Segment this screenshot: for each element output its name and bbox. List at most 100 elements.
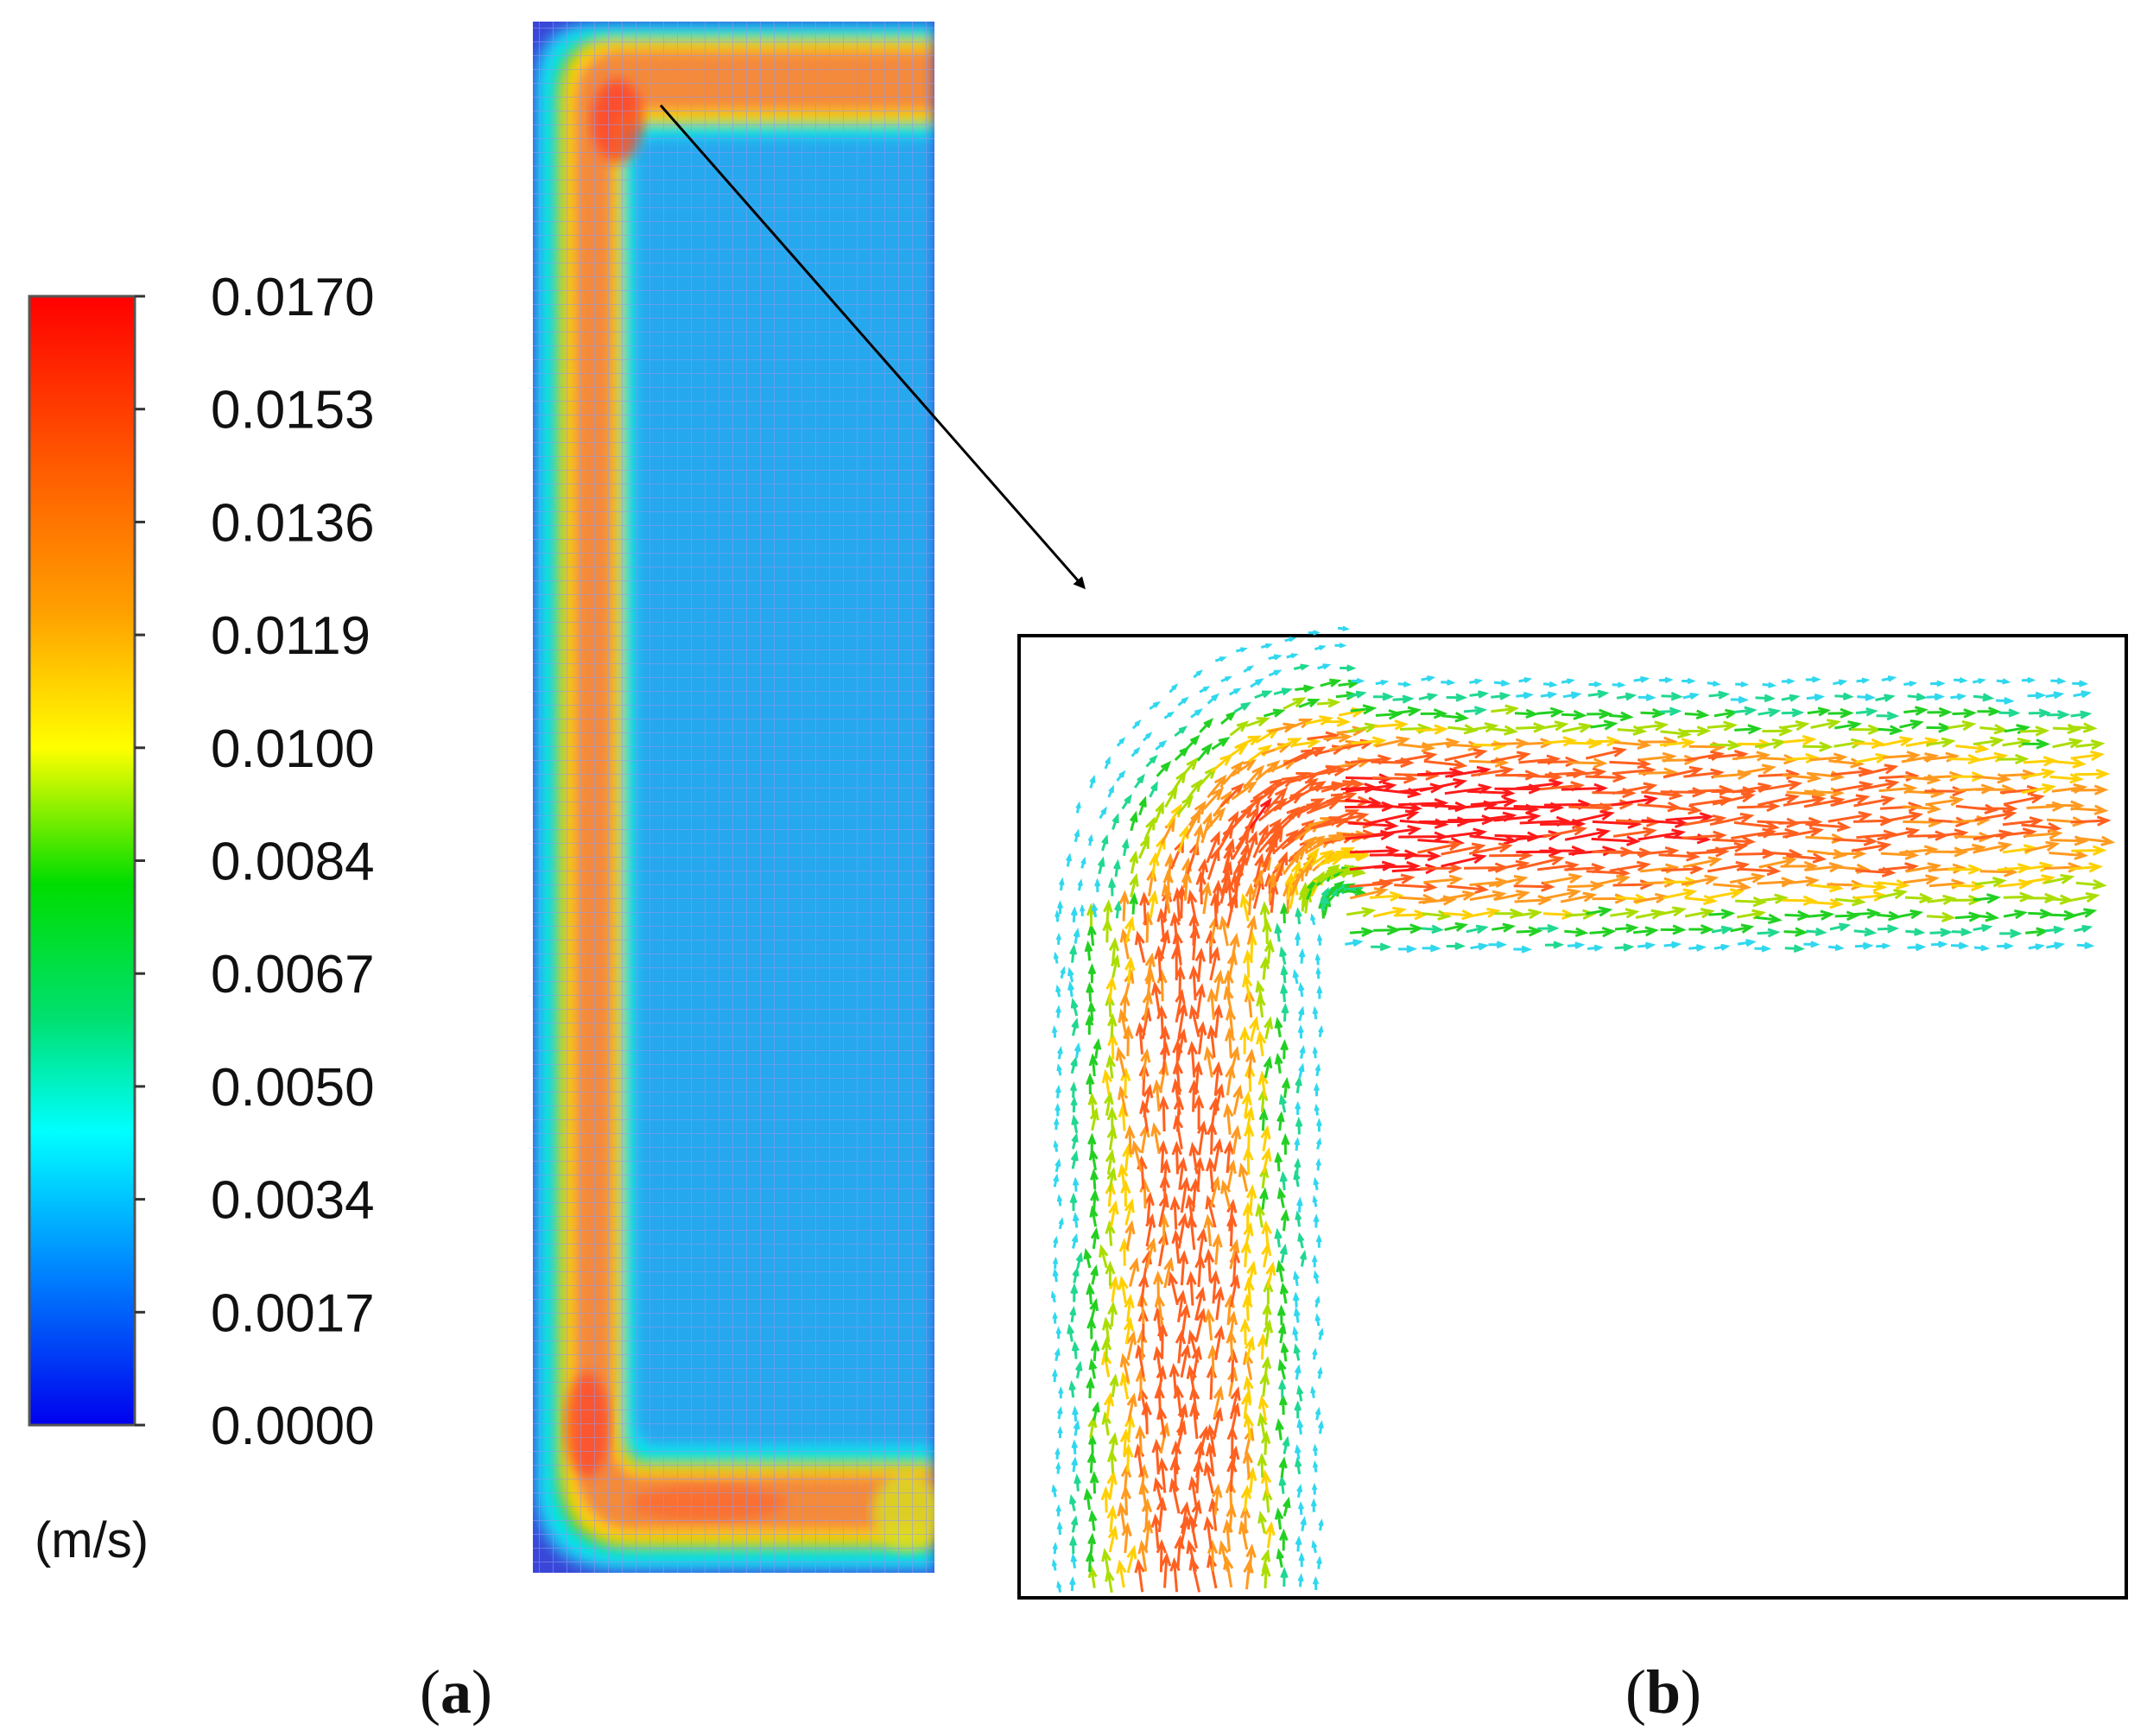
velocity-vector — [1106, 1166, 1118, 1192]
velocity-vector — [1071, 1439, 1079, 1455]
velocity-vector — [1516, 926, 1543, 937]
velocity-vector — [1053, 951, 1059, 964]
velocity-vector — [1104, 1091, 1114, 1116]
velocity-vector — [1660, 727, 1692, 739]
velocity-vector — [1282, 1435, 1290, 1454]
velocity-vector — [1174, 725, 1188, 738]
velocity-vector — [1075, 1251, 1083, 1269]
velocity-vector — [1313, 1176, 1320, 1191]
velocity-vector — [1150, 1122, 1162, 1154]
velocity-vector — [1314, 1406, 1321, 1421]
velocity-vector — [1055, 1326, 1061, 1340]
velocity-vector — [1175, 1289, 1188, 1323]
velocity-vector — [1346, 906, 1377, 918]
velocity-vector — [1537, 720, 1569, 732]
velocity-vector — [1084, 940, 1093, 961]
velocity-vector — [1973, 944, 1991, 952]
velocity-vector — [1684, 908, 1715, 919]
velocity-vector — [1713, 943, 1731, 951]
velocity-vector — [1180, 1303, 1191, 1340]
velocity-vector — [1150, 980, 1162, 1017]
velocity-vector — [1543, 872, 1583, 884]
velocity-vector — [1973, 923, 1993, 933]
velocity-vector — [1124, 1220, 1136, 1251]
velocity-vector — [1832, 679, 1848, 686]
velocity-vector — [1762, 681, 1777, 688]
velocity-vector — [1308, 630, 1321, 636]
velocity-vector — [1637, 846, 1680, 858]
velocity-vector — [1100, 1486, 1112, 1513]
velocity-vector — [1754, 738, 1787, 750]
velocity-vector — [1375, 679, 1390, 686]
velocity-vector — [1176, 795, 1194, 816]
inset-frame — [1017, 634, 2128, 1600]
velocity-vector — [1542, 825, 1588, 839]
velocity-vector — [1312, 1460, 1319, 1473]
velocity-vector — [1617, 725, 1648, 737]
velocity-vector — [1151, 1438, 1162, 1475]
velocity-vector — [2028, 708, 2052, 719]
velocity-vector — [2022, 738, 2051, 750]
velocity-vector — [1297, 1024, 1304, 1039]
velocity-vector — [1877, 878, 1910, 890]
velocity-vector — [1537, 923, 1560, 934]
velocity-vector — [1198, 858, 1209, 892]
velocity-vector — [1196, 1021, 1207, 1055]
velocity-vector — [1263, 1319, 1274, 1345]
velocity-vector — [1422, 944, 1441, 953]
velocity-vector — [1177, 696, 1189, 706]
velocity-vector — [1730, 923, 1755, 934]
velocity-vector — [1295, 684, 1315, 694]
velocity-vector — [1229, 720, 1250, 737]
velocity-vector — [1242, 973, 1253, 1000]
velocity-vector — [1878, 725, 1903, 736]
velocity-vector — [1311, 1254, 1318, 1268]
velocity-vector — [1223, 1140, 1235, 1174]
velocity-vector — [1294, 1137, 1301, 1151]
velocity-vector — [1187, 1040, 1199, 1078]
velocity-vector — [1209, 946, 1220, 981]
velocity-vector — [2044, 873, 2075, 884]
velocity-vector — [1226, 1310, 1238, 1342]
velocity-vector — [1250, 678, 1264, 688]
colorbar-tick-label: 0.0100 — [211, 719, 375, 779]
velocity-vector — [1317, 663, 1332, 670]
velocity-vector — [2073, 690, 2093, 699]
velocity-vector — [1129, 892, 1139, 915]
velocity-vector — [1471, 765, 1515, 777]
velocity-vector — [2052, 738, 2084, 749]
velocity-vector — [1688, 944, 1707, 952]
velocity-vector — [1372, 825, 1422, 837]
velocity-vector — [1260, 1125, 1271, 1152]
velocity-vector — [1973, 693, 1995, 702]
velocity-vector — [1075, 801, 1081, 814]
velocity-vector — [1099, 1244, 1109, 1269]
velocity-vector — [1113, 900, 1122, 919]
velocity-vector — [1633, 675, 1650, 683]
velocity-vector — [1973, 893, 2001, 904]
velocity-vector — [1087, 1092, 1098, 1117]
velocity-vector — [1564, 927, 1589, 938]
velocity-vector — [1640, 707, 1666, 719]
velocity-vector — [1117, 1501, 1128, 1533]
velocity-vector — [1612, 681, 1626, 688]
velocity-vector — [1177, 1001, 1188, 1039]
velocity-vector — [1116, 770, 1126, 782]
velocity-vector — [2072, 680, 2089, 687]
velocity-vector — [1074, 1473, 1081, 1492]
velocity-vector — [1279, 1282, 1289, 1304]
velocity-vector — [1052, 1311, 1058, 1324]
velocity-vector — [1254, 690, 1273, 700]
velocity-vector — [1299, 1044, 1306, 1060]
velocity-vector — [1180, 1343, 1191, 1378]
velocity-vector — [1058, 1386, 1064, 1399]
velocity-vector — [1263, 1055, 1273, 1079]
velocity-vector — [1056, 1063, 1062, 1076]
velocity-vector — [1561, 722, 1593, 733]
colorbar-tick-label: 0.0017 — [211, 1283, 375, 1343]
velocity-vector — [2045, 691, 2065, 700]
velocity-vector — [1080, 856, 1086, 869]
velocity-vector — [1514, 708, 1539, 719]
velocity-vector — [1974, 877, 2007, 888]
velocity-vector — [1709, 812, 1755, 827]
